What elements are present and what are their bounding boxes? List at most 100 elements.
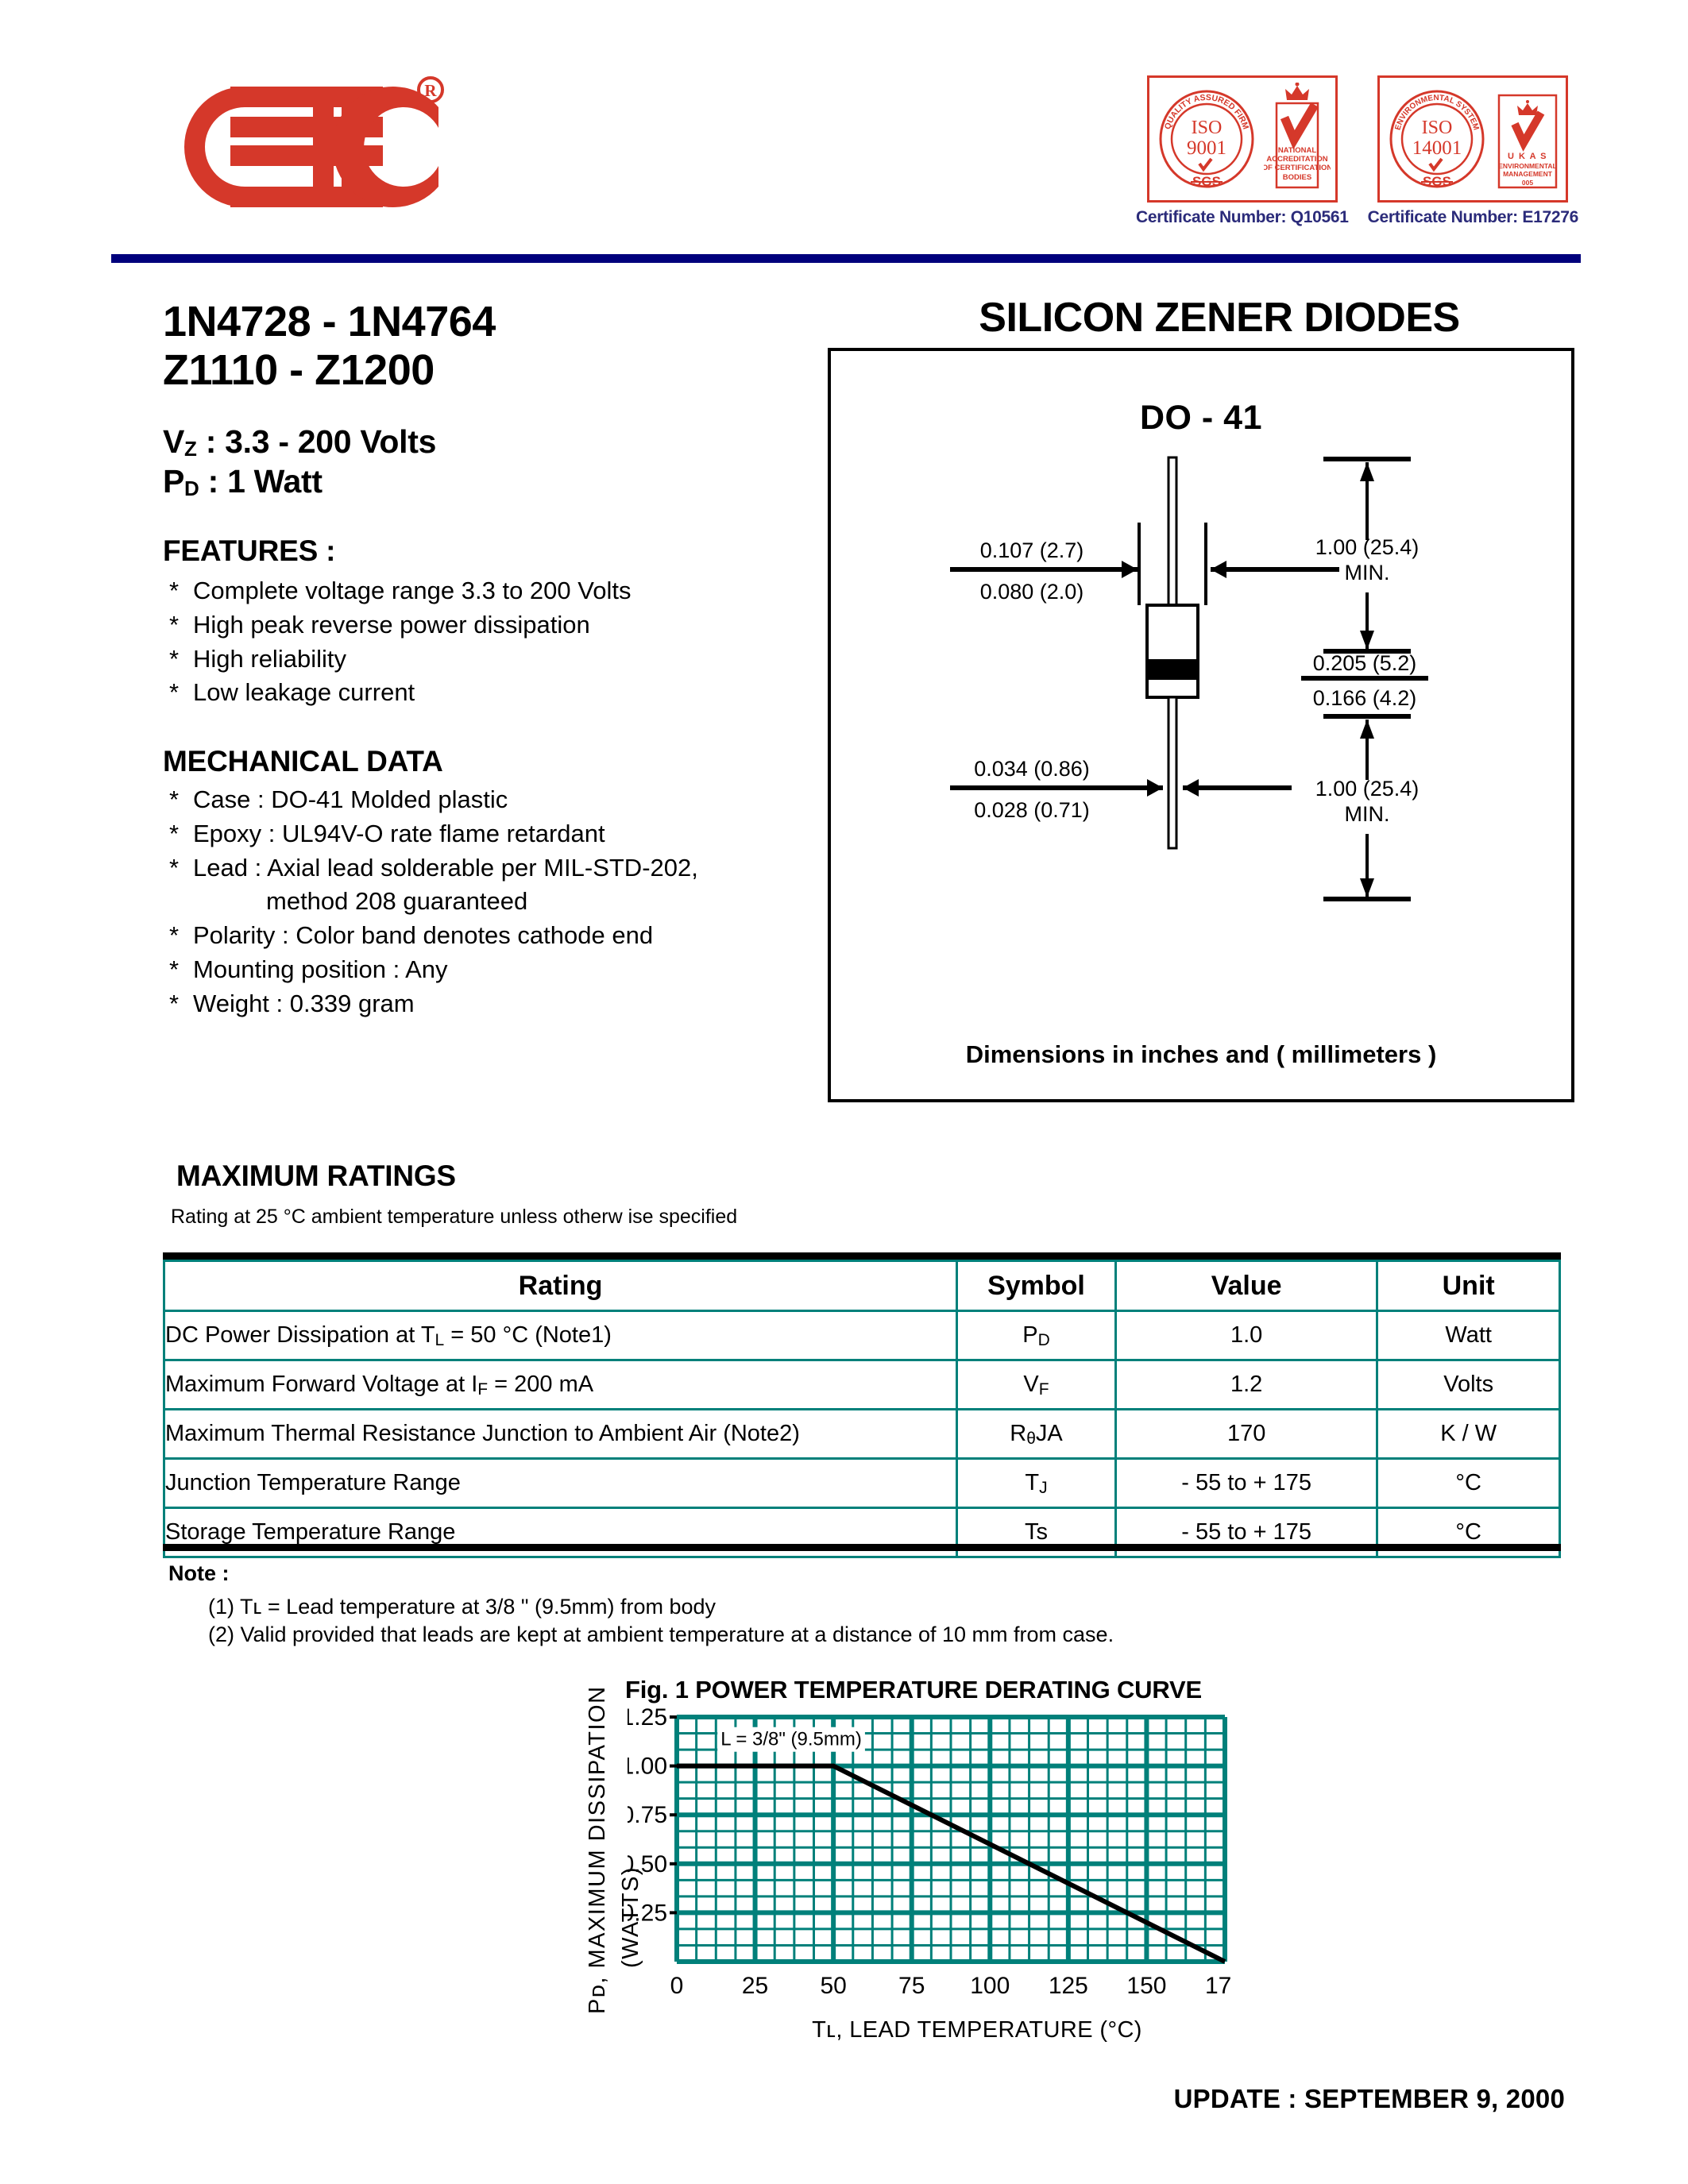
note-item: (1) Tʟ = Lead temperature at 3/8 " (9.5m…	[208, 1595, 717, 1619]
cell-value: - 55 to + 175	[1114, 1457, 1379, 1509]
mechanical-item-label: Polarity : Color band denotes cathode en…	[193, 921, 654, 950]
cell-value: 1.0	[1114, 1310, 1379, 1361]
bullet-star-icon: *	[169, 678, 180, 707]
mechanical-item: method 208 guaranteed	[163, 885, 798, 919]
chart-ylabel-line1: Pᴅ, MAXIMUM DISSIPATION	[585, 1685, 610, 2014]
bullet-star-icon: *	[169, 955, 180, 983]
bullet-star-icon: *	[169, 921, 180, 950]
mechanical-item-label: Weight : 0.339 gram	[193, 989, 415, 1017]
vz-symbol: V	[163, 423, 185, 461]
cell-unit: K / W	[1376, 1408, 1561, 1460]
chart-y-tick-label: 1.00	[628, 1754, 667, 1780]
cell-rating: Junction Temperature Range	[162, 1457, 959, 1509]
cell-rating: DC Power Dissipation at TL = 50 °C (Note…	[162, 1310, 959, 1361]
svg-text:R: R	[424, 81, 437, 100]
ukas-environmental-icon: U K A S ENVIRONMENTAL MANAGEMENT 005	[1498, 94, 1558, 189]
svg-text:MANAGEMENT: MANAGEMENT	[1503, 170, 1553, 178]
feature-item-label: Complete voltage range 3.3 to 200 Volts	[193, 577, 632, 605]
bullet-star-icon: *	[169, 610, 180, 639]
power-temperature-derating-chart: 0.25 0.50 0.75 1.00 1.25 0 25 50 75 100 125 150 175…	[628, 1704, 1231, 1999]
features-heading: FEATURES :	[163, 534, 336, 568]
dim-lead-len-top-qual: MIN.	[1345, 561, 1390, 585]
vz-value: : 3.3 - 200 Volts	[196, 423, 437, 461]
chart-title: Fig. 1 POWER TEMPERATURE DERATING CURVE	[625, 1676, 1202, 1704]
chart-x-tick-label: 150	[1126, 1973, 1166, 1999]
feature-item: * Low leakage current	[163, 676, 798, 710]
cell-rating: Maximum Thermal Resistance Junction to A…	[162, 1408, 959, 1460]
cert-iso9001: QUALITY ASSURED FIRM ISO 9001 SGS NATION…	[1136, 75, 1349, 238]
feature-item: * High peak reverse power dissipation	[163, 608, 798, 642]
cell-unit: Watt	[1376, 1310, 1561, 1361]
cell-symbol: RθJA	[956, 1408, 1117, 1460]
package-outline-box: DO - 41 0.107 (2.7) 0.080 (2.0) 1.00 (25…	[828, 348, 1574, 1102]
svg-text:U K A S: U K A S	[1508, 152, 1547, 161]
chart-x-tick-label: 50	[820, 1973, 846, 1999]
table-rule-top	[163, 1252, 1561, 1260]
chart-y-tick-label: 0.50	[628, 1851, 667, 1877]
dim-lead-dia-max: 0.107 (2.7)	[980, 538, 1084, 562]
svg-text:OF CERTIFICATION: OF CERTIFICATION	[1264, 164, 1331, 172]
feature-item-label: High reliability	[193, 644, 346, 673]
bullet-star-icon: *	[169, 819, 180, 847]
vz-subscript: Z	[184, 437, 197, 461]
dim-wire-dia-max: 0.034 (0.86)	[974, 757, 1090, 781]
pd-value: : 1 Watt	[199, 463, 323, 500]
dim-body-len-min: 0.166 (4.2)	[1313, 686, 1417, 710]
table-col-header: Unit	[1376, 1260, 1561, 1312]
cell-unit: °C	[1376, 1457, 1561, 1509]
page-header: R QUALITY ASSURED FIRM ISO 9001 SGS	[0, 0, 1688, 263]
header-divider	[111, 254, 1581, 263]
dim-lead-len-bot-qual: MIN.	[1345, 802, 1390, 826]
feature-item: * Complete voltage range 3.3 to 200 Volts	[163, 574, 798, 608]
cert-box-9001: QUALITY ASSURED FIRM ISO 9001 SGS NATION…	[1146, 75, 1338, 203]
table-col-header: Value	[1114, 1260, 1379, 1312]
bullet-star-icon: *	[169, 989, 180, 1017]
mechanical-item-label: Case : DO-41 Molded plastic	[193, 785, 508, 814]
iso14001-seal-icon: ENVIRONMENTAL SYSTEM ISO 14001 SGS	[1389, 90, 1485, 189]
mechanical-heading: MECHANICAL DATA	[163, 745, 443, 778]
mechanical-item-label: method 208 guaranteed	[266, 887, 528, 916]
certification-badges: QUALITY ASSURED FIRM ISO 9001 SGS NATION…	[1136, 75, 1581, 238]
table-header-row: Rating Symbol Value Unit	[162, 1260, 1561, 1312]
certificate-number-9001: Certificate Number: Q10561	[1136, 208, 1349, 226]
mechanical-item: * Mounting position : Any	[163, 953, 798, 987]
eic-logo: R	[151, 75, 453, 226]
vz-spec: VZ : 3.3 - 200 Volts	[163, 422, 798, 461]
svg-text:14001: 14001	[1412, 137, 1462, 159]
chart-y-tick-marks	[670, 1715, 677, 1915]
chart-y-tick-label: 0.25	[628, 1900, 667, 1926]
mechanical-data-list: * Case : DO-41 Molded plastic * Epoxy : UL9…	[163, 783, 798, 1021]
chart-y-tick-labels: 0.25 0.50 0.75 1.00 1.25	[628, 1704, 667, 1926]
table-rule-bottom	[163, 1544, 1561, 1551]
svg-text:ENVIRONMENTAL: ENVIRONMENTAL	[1499, 162, 1558, 170]
package-name: DO - 41	[1139, 399, 1263, 437]
part-range-line2: Z1110 - Z1200	[163, 346, 435, 395]
table-col-header: Rating	[162, 1260, 959, 1312]
chart-x-tick-label: 100	[970, 1973, 1010, 1999]
mechanical-item: * Case : DO-41 Molded plastic	[163, 783, 798, 817]
feature-item: * High reliability	[163, 642, 798, 677]
do41-dimension-drawing: 0.107 (2.7) 0.080 (2.0) 1.00 (25.4) MIN.…	[950, 456, 1428, 901]
chart-x-tick-label: 0	[670, 1973, 684, 1999]
chart-x-tick-labels: 0 25 50 75 100 125 150 175	[670, 1973, 1231, 1999]
dim-lead-len-bot: 1.00 (25.4)	[1315, 777, 1420, 801]
table-row: Junction Temperature Range TJ - 55 to + 17…	[162, 1457, 1561, 1509]
table-row: Maximum Thermal Resistance Junction to A…	[162, 1408, 1561, 1460]
family-title: SILICON ZENER DIODES	[979, 295, 1460, 341]
features-list: * Complete voltage range 3.3 to 200 Volts…	[163, 574, 798, 710]
cell-symbol: VF	[956, 1359, 1117, 1410]
svg-text:ISO: ISO	[1422, 118, 1453, 138]
package-footnote: Dimensions in inches and ( millimeters )	[965, 1040, 1437, 1068]
left-column: 1N4728 - 1N4764 Z1110 - Z1200 VZ : 3.3 -…	[163, 298, 798, 1021]
mechanical-item-label: Mounting position : Any	[193, 955, 448, 983]
chart-x-tick-label: 75	[898, 1973, 925, 1999]
ukas-crown-tick-icon: NATIONAL ACCREDITATION OF CERTIFICATION …	[1264, 83, 1331, 189]
bullet-star-icon: *	[169, 644, 180, 673]
dim-body-len-max: 0.205 (5.2)	[1313, 651, 1417, 675]
chart-derating-curve	[677, 1763, 1226, 1964]
chart-annotation: L = 3/8" (9.5mm)	[720, 1729, 862, 1750]
part-range-line1: 1N4728 - 1N4764	[163, 298, 496, 345]
dim-lead-len-top: 1.00 (25.4)	[1315, 535, 1420, 559]
dim-wire-dia-min: 0.028 (0.71)	[974, 798, 1090, 822]
svg-text:9001: 9001	[1187, 137, 1226, 159]
